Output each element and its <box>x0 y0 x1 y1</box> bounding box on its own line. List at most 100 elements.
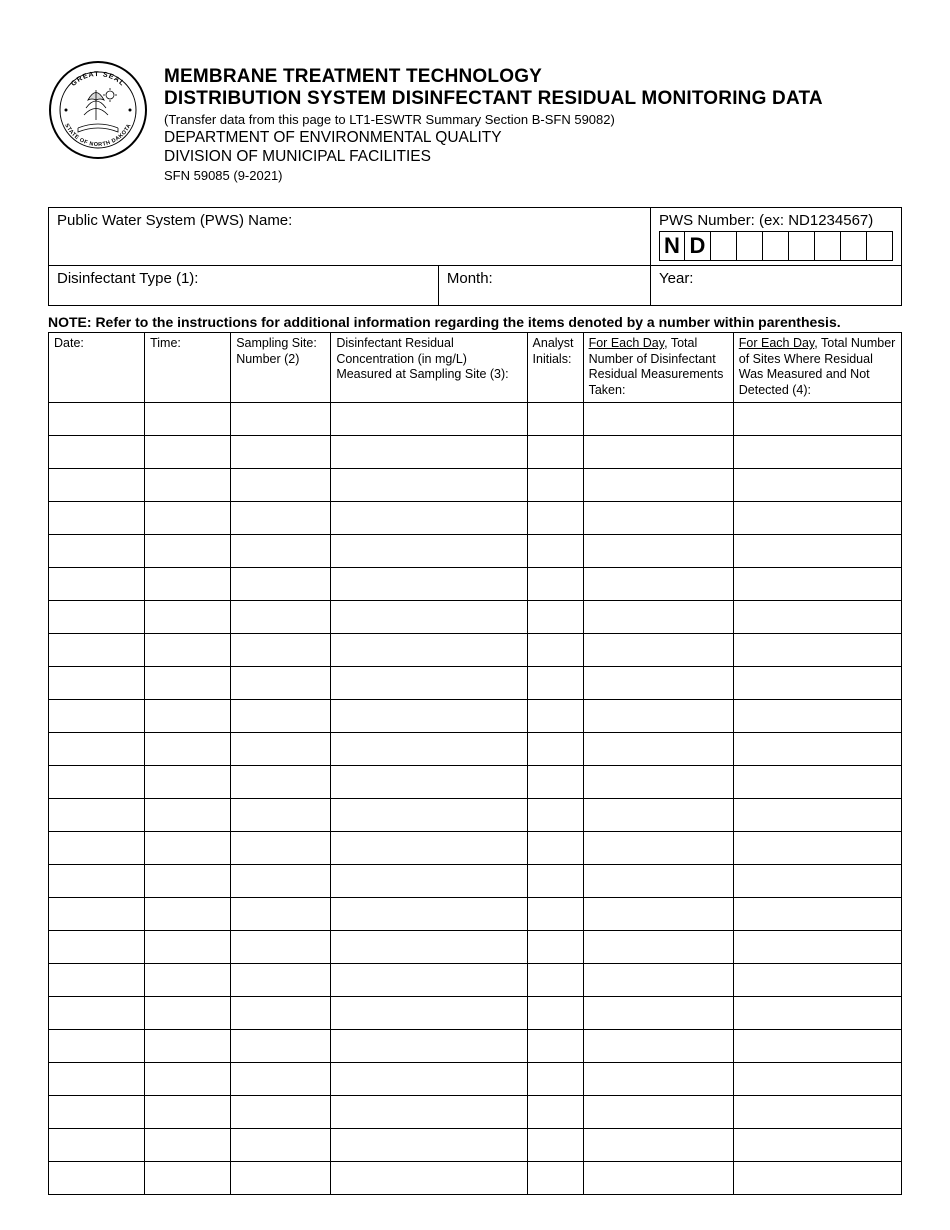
cell-conc[interactable] <box>331 897 527 930</box>
cell-site[interactable] <box>231 732 331 765</box>
cell-time[interactable] <box>145 567 231 600</box>
cell-init[interactable] <box>527 864 583 897</box>
cell-total1[interactable] <box>583 765 733 798</box>
cell-time[interactable] <box>145 435 231 468</box>
cell-time[interactable] <box>145 600 231 633</box>
cell-time[interactable] <box>145 897 231 930</box>
cell-total2[interactable] <box>733 1095 901 1128</box>
cell-conc[interactable] <box>331 996 527 1029</box>
cell-conc[interactable] <box>331 1161 527 1194</box>
cell-conc[interactable] <box>331 1095 527 1128</box>
disinfectant-type-cell[interactable]: Disinfectant Type (1): <box>49 266 439 306</box>
cell-init[interactable] <box>527 831 583 864</box>
cell-total2[interactable] <box>733 930 901 963</box>
cell-date[interactable] <box>49 831 145 864</box>
cell-time[interactable] <box>145 864 231 897</box>
cell-site[interactable] <box>231 1128 331 1161</box>
pws-box-blank[interactable] <box>711 231 737 261</box>
cell-init[interactable] <box>527 633 583 666</box>
cell-init[interactable] <box>527 1161 583 1194</box>
cell-total2[interactable] <box>733 534 901 567</box>
cell-site[interactable] <box>231 699 331 732</box>
cell-total1[interactable] <box>583 831 733 864</box>
cell-date[interactable] <box>49 1128 145 1161</box>
cell-total2[interactable] <box>733 765 901 798</box>
cell-site[interactable] <box>231 1029 331 1062</box>
cell-site[interactable] <box>231 831 331 864</box>
cell-time[interactable] <box>145 1095 231 1128</box>
cell-total1[interactable] <box>583 732 733 765</box>
cell-date[interactable] <box>49 666 145 699</box>
pws-box-blank[interactable] <box>789 231 815 261</box>
cell-total2[interactable] <box>733 435 901 468</box>
pws-number-boxes[interactable]: ND <box>659 231 893 261</box>
cell-time[interactable] <box>145 1161 231 1194</box>
cell-init[interactable] <box>527 798 583 831</box>
cell-init[interactable] <box>527 1128 583 1161</box>
cell-conc[interactable] <box>331 798 527 831</box>
cell-date[interactable] <box>49 930 145 963</box>
cell-site[interactable] <box>231 765 331 798</box>
cell-init[interactable] <box>527 567 583 600</box>
cell-conc[interactable] <box>331 1128 527 1161</box>
cell-time[interactable] <box>145 732 231 765</box>
cell-date[interactable] <box>49 534 145 567</box>
cell-total2[interactable] <box>733 633 901 666</box>
cell-total2[interactable] <box>733 996 901 1029</box>
cell-time[interactable] <box>145 534 231 567</box>
cell-date[interactable] <box>49 501 145 534</box>
cell-date[interactable] <box>49 567 145 600</box>
cell-total2[interactable] <box>733 1029 901 1062</box>
cell-init[interactable] <box>527 501 583 534</box>
pws-box-blank[interactable] <box>815 231 841 261</box>
cell-site[interactable] <box>231 996 331 1029</box>
cell-date[interactable] <box>49 765 145 798</box>
cell-time[interactable] <box>145 699 231 732</box>
cell-conc[interactable] <box>331 633 527 666</box>
cell-conc[interactable] <box>331 963 527 996</box>
cell-conc[interactable] <box>331 468 527 501</box>
year-cell[interactable]: Year: <box>651 266 902 306</box>
cell-total2[interactable] <box>733 468 901 501</box>
cell-conc[interactable] <box>331 732 527 765</box>
cell-conc[interactable] <box>331 930 527 963</box>
cell-total1[interactable] <box>583 468 733 501</box>
cell-conc[interactable] <box>331 864 527 897</box>
cell-total1[interactable] <box>583 699 733 732</box>
cell-time[interactable] <box>145 666 231 699</box>
cell-total2[interactable] <box>733 831 901 864</box>
cell-site[interactable] <box>231 501 331 534</box>
cell-init[interactable] <box>527 600 583 633</box>
cell-init[interactable] <box>527 468 583 501</box>
cell-conc[interactable] <box>331 699 527 732</box>
cell-total1[interactable] <box>583 1095 733 1128</box>
cell-site[interactable] <box>231 963 331 996</box>
cell-init[interactable] <box>527 699 583 732</box>
cell-date[interactable] <box>49 864 145 897</box>
cell-total1[interactable] <box>583 402 733 435</box>
cell-conc[interactable] <box>331 402 527 435</box>
pws-box-blank[interactable] <box>763 231 789 261</box>
cell-time[interactable] <box>145 930 231 963</box>
cell-date[interactable] <box>49 699 145 732</box>
cell-init[interactable] <box>527 765 583 798</box>
cell-date[interactable] <box>49 1161 145 1194</box>
cell-date[interactable] <box>49 732 145 765</box>
cell-init[interactable] <box>527 996 583 1029</box>
cell-init[interactable] <box>527 666 583 699</box>
cell-time[interactable] <box>145 798 231 831</box>
cell-date[interactable] <box>49 1029 145 1062</box>
cell-time[interactable] <box>145 765 231 798</box>
pws-box-blank[interactable] <box>867 231 893 261</box>
cell-date[interactable] <box>49 600 145 633</box>
cell-total1[interactable] <box>583 1062 733 1095</box>
cell-total2[interactable] <box>733 1128 901 1161</box>
cell-total1[interactable] <box>583 567 733 600</box>
cell-init[interactable] <box>527 732 583 765</box>
cell-conc[interactable] <box>331 435 527 468</box>
cell-init[interactable] <box>527 435 583 468</box>
cell-site[interactable] <box>231 402 331 435</box>
pws-box-blank[interactable] <box>841 231 867 261</box>
cell-site[interactable] <box>231 1095 331 1128</box>
cell-total1[interactable] <box>583 534 733 567</box>
